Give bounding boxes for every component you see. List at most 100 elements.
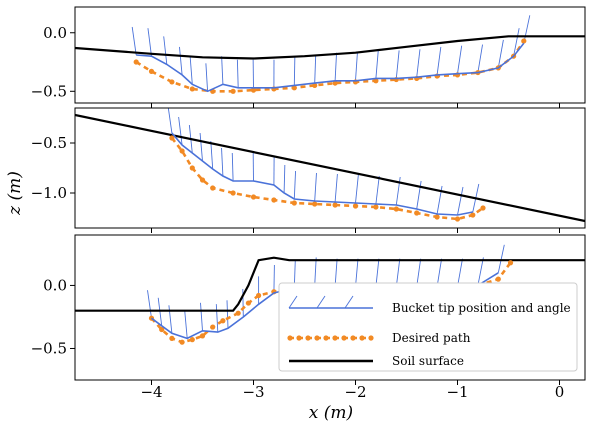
desired-path-point [169, 335, 175, 341]
bucket-angle-mark [205, 63, 209, 92]
desired-path-point [169, 135, 175, 141]
bucket-angle-mark [416, 49, 421, 78]
desired-path-point [199, 177, 206, 183]
desired-path-point [245, 300, 251, 306]
desired-path-point [169, 79, 175, 85]
panel-1: 0.0 −0.5 [31, 6, 586, 108]
bucket-angle-mark [513, 28, 520, 57]
bucket-tip-line [136, 42, 525, 93]
desired-path-point [199, 333, 206, 339]
bucket-angle-mark [375, 175, 380, 205]
bucket-angle-mark [231, 152, 234, 182]
bucket-angle-mark [168, 305, 173, 334]
desired-path-point [189, 165, 195, 171]
desired-path-point [220, 318, 226, 324]
bucket-angle-mark [334, 173, 338, 203]
legend-label: Desired path [392, 331, 471, 345]
desired-path-point [332, 80, 338, 86]
legend-dot [341, 335, 347, 341]
bucket-angle-mark [477, 44, 483, 73]
bucket-angle-mark [334, 52, 338, 81]
desired-path-point [312, 82, 318, 89]
legend-dot [323, 335, 329, 341]
desired-path-point [352, 203, 359, 209]
desired-path-point [454, 216, 461, 222]
desired-path-point [470, 212, 476, 218]
soil-surface-line [75, 35, 585, 60]
x-axis-label: x (m) [309, 403, 353, 423]
y-tick-label: −0.5 [31, 82, 67, 100]
bucket-angle-mark [355, 258, 359, 287]
desired-path-line [135, 40, 525, 93]
desired-path-point [373, 78, 379, 84]
bucket-angle-mark [163, 36, 168, 65]
bucket-angle-mark [236, 59, 239, 88]
x-tick-label: −4 [140, 383, 162, 401]
legend-dot [314, 335, 320, 341]
bucket-angle-mark [355, 52, 358, 81]
bucket-angle-mark [283, 164, 286, 194]
bucket-angle-mark [497, 244, 505, 273]
desired-path-line [170, 137, 484, 221]
desired-path-point [291, 85, 297, 91]
desired-path-point [291, 200, 297, 206]
desired-path-point [179, 339, 185, 345]
desired-path-point [148, 68, 155, 74]
panel-frame [74, 107, 586, 229]
bucket-angle-mark [221, 147, 224, 177]
legend-dot [350, 335, 356, 341]
legend-item: Desired path [287, 331, 471, 345]
y-axis-label: z (m) [5, 171, 25, 216]
bucket-angle-mark [178, 116, 183, 146]
bucket-angle-mark [375, 50, 379, 79]
legend-dot [359, 335, 365, 341]
bucket-angle-mark [179, 46, 183, 75]
legend-dot [332, 335, 338, 341]
bucket-angle-mark [355, 174, 359, 204]
bucket-angle-mark [314, 55, 317, 84]
desired-path-point [250, 194, 257, 200]
bucket-angle-mark [293, 57, 296, 86]
x-tick-label: −3 [242, 383, 264, 401]
desired-path-point [312, 201, 318, 207]
y-tick-label: −0.5 [31, 134, 67, 152]
legend-label: Soil surface [392, 354, 464, 368]
desired-path-point [414, 210, 420, 216]
bucket-angle-mark [395, 50, 400, 79]
x-tick-label: −2 [344, 383, 366, 401]
desired-path-point [230, 190, 236, 196]
desired-path-point [434, 214, 440, 220]
desired-path-point [250, 87, 257, 93]
desired-path-point [495, 276, 501, 282]
bucket-angle-mark [147, 290, 152, 319]
bucket-angle-mark [200, 302, 203, 331]
desired-path-point [480, 205, 486, 211]
legend-dot [305, 335, 311, 341]
y-tick-label: −1.0 [31, 184, 67, 202]
legend-dot [296, 335, 302, 341]
bucket-angle-mark [436, 46, 442, 75]
legend-dot [368, 335, 374, 341]
bucket-angle-mark [215, 304, 219, 333]
legend-angle-mark [344, 295, 354, 309]
desired-path-point [373, 204, 379, 210]
legend-item: Soil surface [289, 354, 464, 368]
legend-angle-mark [316, 295, 326, 309]
desired-path-point [271, 197, 277, 203]
bucket-angle-mark [221, 56, 224, 85]
desired-path-point [332, 202, 338, 208]
soil-surface-line [75, 113, 585, 223]
panel-2: −0.5 −1.0 [31, 107, 586, 233]
desired-path-point [189, 86, 195, 92]
panel-frame [74, 6, 586, 104]
bucket-angle-mark [334, 258, 338, 287]
desired-path-point [230, 88, 236, 94]
bucket-angle-mark [436, 258, 443, 287]
bucket-angle-mark [375, 258, 380, 287]
bucket-angle-mark [497, 39, 504, 68]
bucket-angle-mark [147, 28, 152, 57]
desired-path-point [256, 292, 262, 299]
legend: Bucket tip position and angle Desired pat… [278, 282, 578, 372]
bucket-angle-mark [395, 258, 401, 287]
bucket-angle-mark [184, 310, 188, 339]
